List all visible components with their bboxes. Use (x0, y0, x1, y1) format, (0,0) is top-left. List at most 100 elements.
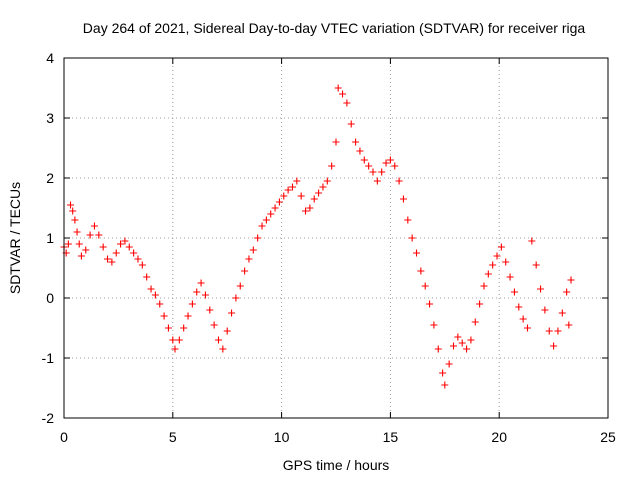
data-point (284, 186, 292, 194)
data-point (493, 252, 501, 260)
data-point (160, 312, 168, 320)
data-point (408, 234, 416, 242)
data-point (463, 345, 471, 353)
data-point (454, 333, 462, 341)
data-point (395, 177, 403, 185)
data-point (413, 249, 421, 257)
data-point (156, 300, 164, 308)
data-point (223, 327, 231, 335)
data-point (197, 279, 205, 287)
y-tick-label: 2 (46, 170, 54, 186)
data-point (360, 156, 368, 164)
data-point (180, 324, 188, 332)
y-tick-label: 0 (46, 290, 54, 306)
data-point (450, 342, 458, 350)
data-point (489, 261, 497, 269)
data-point (528, 237, 536, 245)
data-point (206, 306, 214, 314)
data-point (108, 258, 116, 266)
data-point (537, 285, 545, 293)
data-point (258, 222, 266, 230)
data-point (293, 177, 301, 185)
data-point (315, 189, 323, 197)
data-point (67, 201, 75, 209)
x-tick-label: 20 (491, 429, 507, 445)
data-point (104, 255, 112, 263)
data-point (558, 309, 566, 317)
data-point (391, 162, 399, 170)
data-point (352, 138, 360, 146)
data-point (275, 198, 283, 206)
data-point (271, 204, 279, 212)
data-point (441, 381, 449, 389)
data-point (476, 300, 484, 308)
data-point (143, 273, 151, 281)
data-point (417, 267, 425, 275)
data-point (545, 327, 553, 335)
data-point (541, 306, 549, 314)
data-point (138, 261, 146, 269)
data-point (434, 345, 442, 353)
data-point (82, 246, 90, 254)
data-point (343, 99, 351, 107)
y-tick-label: -2 (42, 410, 55, 426)
grid (64, 58, 608, 418)
data-point (550, 342, 558, 350)
data-point (323, 177, 331, 185)
data-point (484, 270, 492, 278)
data-point (121, 237, 129, 245)
data-point (458, 339, 466, 347)
data-point (232, 294, 240, 302)
data-point (347, 120, 355, 128)
data-point (64, 240, 72, 248)
data-series (60, 84, 575, 389)
data-point (430, 321, 438, 329)
data-point (399, 195, 407, 203)
data-point (147, 285, 155, 293)
data-point (69, 207, 77, 215)
data-point (193, 288, 201, 296)
data-point (245, 255, 253, 263)
data-point (519, 315, 527, 323)
plot-frame (63, 57, 609, 419)
data-point (280, 192, 288, 200)
data-point (249, 246, 257, 254)
data-point (164, 324, 172, 332)
data-point (214, 336, 222, 344)
data-point (151, 291, 159, 299)
data-point (188, 300, 196, 308)
x-tick-label: 10 (274, 429, 290, 445)
data-point (310, 195, 318, 203)
data-point (439, 369, 447, 377)
data-point (117, 240, 125, 248)
data-point (567, 276, 575, 284)
data-point (95, 231, 103, 239)
data-point (241, 267, 249, 275)
data-point (73, 228, 81, 236)
data-point (86, 231, 94, 239)
data-point (262, 216, 270, 224)
y-tick-label: 4 (46, 50, 54, 66)
data-point (77, 252, 85, 260)
data-point (219, 345, 227, 353)
data-point (563, 288, 571, 296)
data-point (210, 321, 218, 329)
data-point (515, 303, 523, 311)
data-point (328, 162, 336, 170)
data-point (532, 261, 540, 269)
data-point (365, 162, 373, 170)
data-point (175, 336, 183, 344)
data-point (334, 84, 342, 92)
data-point (506, 273, 514, 281)
data-point (184, 312, 192, 320)
y-tick-label: 1 (46, 230, 54, 246)
data-point (386, 156, 394, 164)
data-point (467, 336, 475, 344)
data-point (130, 249, 138, 257)
data-point (565, 321, 573, 329)
data-point (319, 183, 327, 191)
data-point (99, 243, 107, 251)
data-point (125, 243, 133, 251)
data-point (382, 159, 390, 167)
